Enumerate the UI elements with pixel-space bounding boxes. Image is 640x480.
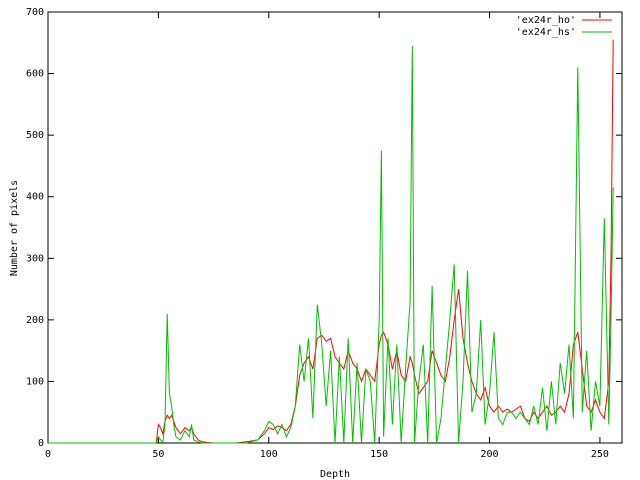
y-tick-label: 400 xyxy=(26,192,44,203)
y-tick-label: 300 xyxy=(26,253,44,264)
legend-label: 'ex24r_ho' xyxy=(516,15,576,26)
x-tick-label: 200 xyxy=(481,449,499,460)
data-line xyxy=(48,45,614,445)
y-tick-label: 100 xyxy=(26,376,44,387)
y-tick-label: 500 xyxy=(26,130,44,141)
x-tick-label: 0 xyxy=(45,449,51,460)
y-axis-label: Number of pixels xyxy=(9,180,20,276)
y-tick-label: 600 xyxy=(26,69,44,80)
plot-frame xyxy=(47,11,623,444)
y-tick-label: 200 xyxy=(26,315,44,326)
x-tick-label: 100 xyxy=(260,449,278,460)
x-tick-label: 50 xyxy=(152,449,164,460)
y-tick-label: 0 xyxy=(38,438,44,449)
x-tick-label: 150 xyxy=(370,449,388,460)
legend-label: 'ex24r_hs' xyxy=(516,27,576,38)
x-tick-label: 250 xyxy=(591,449,609,460)
x-axis-label: Depth xyxy=(320,469,350,480)
data-line xyxy=(48,39,614,444)
y-tick-label: 700 xyxy=(26,7,44,18)
